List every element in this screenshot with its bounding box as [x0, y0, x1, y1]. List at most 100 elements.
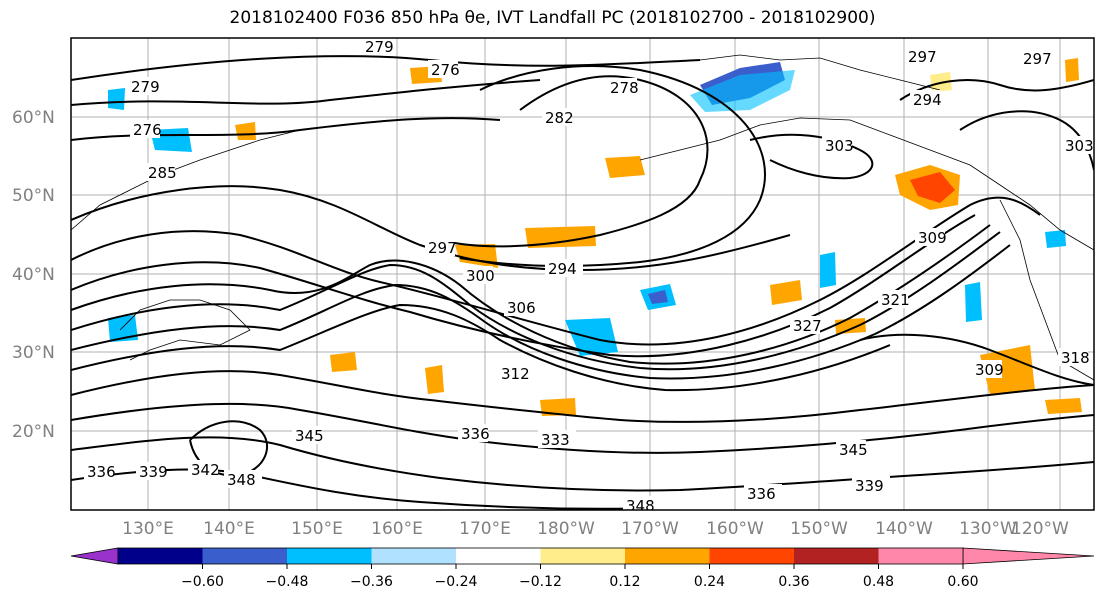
contour-label: 279	[362, 38, 394, 56]
svg-text:336: 336	[461, 425, 490, 443]
colorbar-extend-left	[70, 547, 119, 565]
lon-label: 170°W	[621, 519, 679, 539]
contour-label: 309	[915, 228, 947, 247]
colorbar-bin	[456, 548, 541, 564]
svg-text:327: 327	[793, 317, 822, 335]
colorbar-bin	[202, 548, 287, 564]
lon-label: 130°E	[122, 519, 174, 539]
colorbar-bin	[878, 548, 963, 564]
contour-label: 306	[504, 298, 536, 317]
contour-label: 297	[905, 47, 937, 66]
lon-label: 170°E	[459, 519, 511, 539]
svg-text:336: 336	[747, 485, 776, 503]
lat-label: 40°N	[12, 265, 55, 285]
svg-text:345: 345	[295, 427, 324, 445]
contour-label: 279	[128, 77, 160, 96]
svg-text:297: 297	[428, 239, 457, 257]
lon-label: 140°E	[203, 519, 255, 539]
contour-label: 297	[425, 238, 457, 257]
lon-label: 130°W	[959, 519, 1017, 539]
contour-label: 309	[972, 360, 1004, 379]
latitude-labels: 60°N 50°N 40°N 30°N 20°N	[12, 108, 55, 442]
colorbar-bin	[625, 548, 710, 564]
svg-text:297: 297	[1023, 50, 1052, 68]
svg-text:282: 282	[545, 109, 574, 127]
colorbar-tick-label: −0.60	[181, 574, 224, 590]
contour-label: 336	[458, 424, 490, 443]
colorbar-bin	[794, 548, 879, 564]
colorbar-bin	[287, 548, 372, 564]
contour-label: 333	[538, 430, 576, 449]
svg-text:339: 339	[855, 477, 884, 495]
colorbar-tick-label: −0.12	[519, 574, 562, 590]
contour-label: 336	[744, 484, 782, 503]
svg-text:321: 321	[881, 291, 910, 309]
svg-text:333: 333	[541, 431, 570, 449]
colorbar-tick-label: 0.60	[947, 574, 978, 590]
lon-label: 140°W	[875, 519, 933, 539]
lat-label: 60°N	[12, 108, 55, 128]
contour-label: 300	[463, 266, 495, 285]
svg-text:309: 309	[975, 361, 1004, 379]
contour-label: 345	[292, 426, 324, 445]
lat-label: 30°N	[12, 343, 55, 363]
colorbar-tick-label: 0.24	[694, 574, 725, 590]
contour-label: 278	[607, 78, 639, 97]
svg-text:300: 300	[466, 267, 495, 285]
contour-label: 294	[910, 90, 942, 109]
contour-label: 294	[545, 259, 583, 278]
contour-label: 321	[878, 290, 910, 309]
theta-e-contours	[71, 55, 1094, 510]
colorbar-tick-label: 0.36	[778, 574, 809, 590]
lat-label: 50°N	[12, 186, 55, 206]
lat-label: 20°N	[12, 422, 55, 442]
svg-text:303: 303	[1065, 137, 1094, 155]
contour-labels: 279 279 276 276 285 282 278 297 297 294 …	[84, 38, 1094, 515]
contour-label: 282	[542, 108, 574, 127]
svg-text:279: 279	[131, 78, 160, 96]
contour-label: 327	[790, 316, 822, 335]
colorbar-bin	[709, 548, 794, 564]
contour-label: 348	[224, 470, 262, 489]
longitude-labels: 130°E 140°E 150°E 160°E 170°E 180°W 170°…	[122, 519, 1069, 539]
lon-label: 180°W	[537, 519, 595, 539]
svg-text:348: 348	[626, 497, 655, 515]
colorbar-tick-label: −0.24	[435, 574, 478, 590]
colorbar-tick-label: −0.48	[266, 574, 309, 590]
contour-label: 318	[1058, 348, 1090, 367]
lon-label: 160°E	[371, 519, 423, 539]
contour-label: 339	[852, 476, 890, 495]
svg-text:309: 309	[918, 229, 947, 247]
lon-label: 150°W	[790, 519, 848, 539]
contour-label: 285	[145, 163, 177, 182]
svg-text:339: 339	[139, 463, 168, 481]
svg-text:345: 345	[839, 441, 868, 459]
lon-label: 150°E	[291, 519, 343, 539]
lon-label: 160°W	[706, 519, 764, 539]
contour-label: 303	[822, 136, 854, 155]
contour-label: 345	[836, 440, 868, 459]
svg-text:276: 276	[431, 61, 460, 79]
colorbar-extend-right	[962, 547, 1095, 565]
colorbar: −0.60 −0.48 −0.36 −0.24 −0.12 0.12 0.24 …	[70, 547, 1095, 590]
contour-label: 297	[1020, 49, 1052, 68]
contour-label: 276	[428, 60, 460, 79]
svg-text:348: 348	[227, 471, 256, 489]
svg-text:278: 278	[610, 79, 639, 97]
figure-title: 2018102400 F036 850 hPa θe, IVT Landfall…	[229, 8, 876, 28]
colorbar-tick-label: −0.36	[350, 574, 393, 590]
svg-text:279: 279	[365, 38, 394, 56]
svg-text:294: 294	[548, 260, 577, 278]
svg-text:306: 306	[507, 299, 536, 317]
colorbar-bin	[118, 548, 203, 564]
svg-text:318: 318	[1061, 349, 1090, 367]
map-frame	[70, 37, 1095, 511]
colorbar-bin	[540, 548, 625, 564]
svg-text:303: 303	[825, 137, 854, 155]
contour-label: 303	[1062, 136, 1094, 155]
contour-label: 336	[84, 462, 116, 481]
contour-label: 312	[498, 364, 530, 383]
svg-text:342: 342	[191, 461, 220, 479]
contour-label: 348	[623, 496, 661, 515]
